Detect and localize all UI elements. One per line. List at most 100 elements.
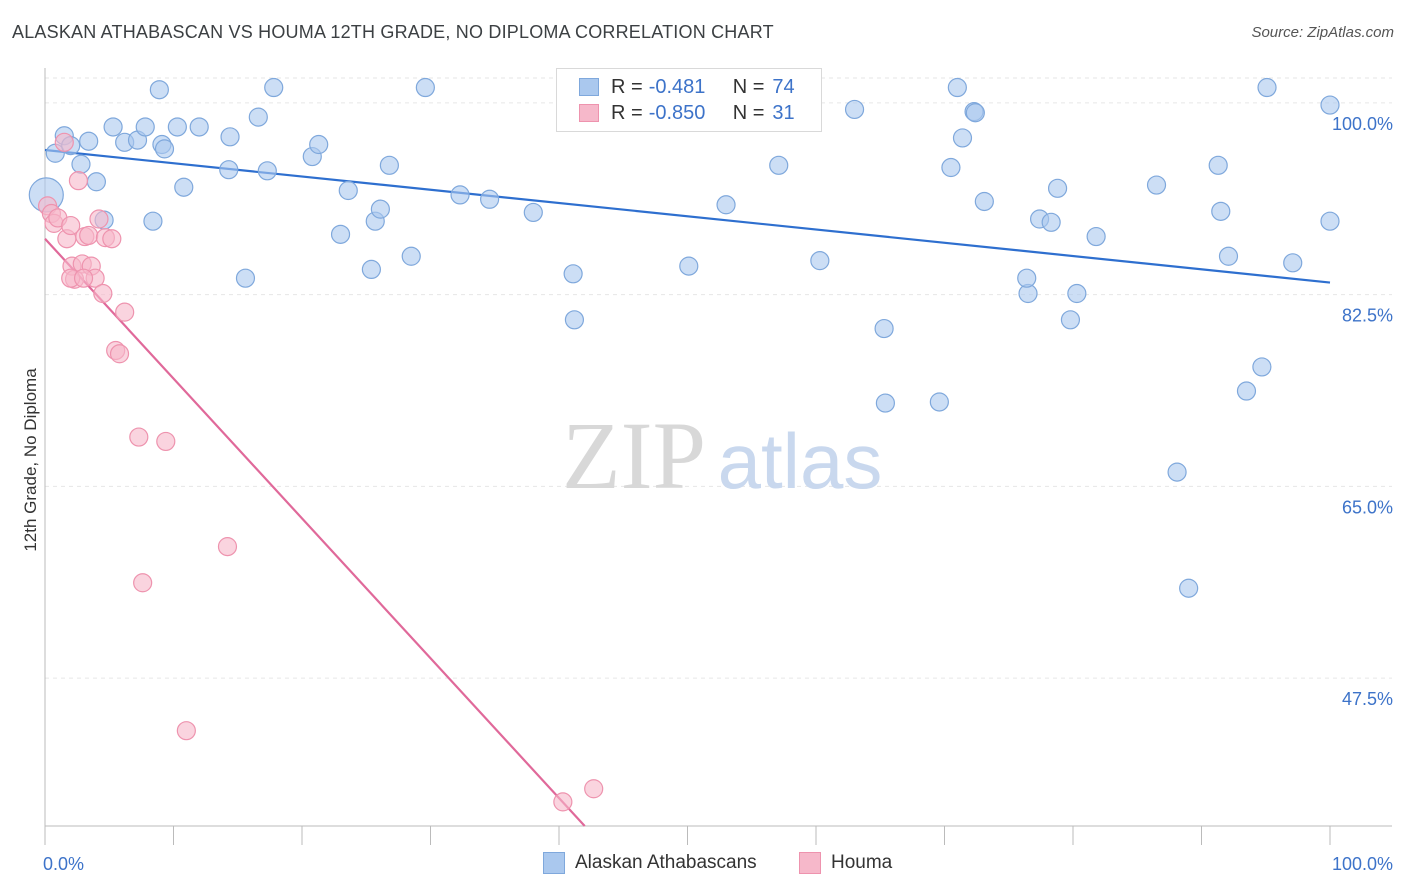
x-tick-label: 100.0% (1332, 854, 1393, 874)
data-points (28, 77, 1340, 812)
point-houma (553, 792, 573, 812)
y-tick-label: 65.0% (1342, 497, 1393, 517)
legend-r-value: -0.481 (648, 75, 706, 98)
point-athabascan (370, 199, 390, 219)
point-athabascan (769, 155, 789, 175)
point-houma (102, 229, 122, 249)
bottom-legend-label: Alaskan Athabascans (575, 852, 757, 873)
point-athabascan (941, 157, 961, 178)
point-athabascan (965, 103, 985, 123)
point-athabascan (338, 180, 358, 201)
point-athabascan (71, 154, 91, 174)
point-athabascan (844, 99, 865, 120)
point-athabascan (167, 117, 187, 137)
point-athabascan (1047, 178, 1068, 198)
point-athabascan (415, 77, 435, 98)
point-athabascan (1320, 95, 1340, 115)
watermark: ZIP atlas (562, 402, 882, 509)
point-houma (54, 132, 74, 152)
point-athabascan (361, 259, 381, 280)
point-athabascan (563, 264, 583, 284)
point-athabascan (974, 191, 994, 212)
point-houma (584, 779, 604, 799)
point-athabascan (1041, 212, 1061, 232)
point-houma (176, 721, 196, 741)
point-athabascan (875, 393, 895, 413)
point-athabascan (1017, 268, 1037, 288)
point-houma (115, 302, 135, 322)
legend-row-houma: R = -0.850 N = 31 (579, 100, 795, 126)
point-athabascan (149, 80, 169, 100)
point-houma (61, 215, 81, 236)
legend-n-value: 31 (772, 101, 795, 124)
point-houma (217, 537, 238, 557)
point-athabascan (1218, 246, 1239, 266)
point-athabascan (480, 189, 500, 209)
watermark-zip: ZIP (562, 402, 706, 509)
point-athabascan (143, 211, 163, 231)
legend-r-label: R = (611, 101, 643, 124)
point-athabascan (1179, 578, 1199, 598)
legend-r-value: -0.850 (648, 101, 706, 124)
point-athabascan (189, 117, 209, 137)
stats-legend: R = -0.481 N = 74 R = -0.850 N = 31 (556, 68, 822, 132)
point-houma (93, 283, 113, 304)
point-athabascan (1067, 283, 1087, 304)
point-athabascan (1252, 357, 1272, 377)
point-athabascan (330, 224, 351, 244)
point-houma (68, 171, 89, 191)
point-athabascan (1257, 77, 1277, 98)
legend-swatch-blue (579, 78, 599, 96)
legend-n-label: N = (732, 101, 765, 124)
point-athabascan (103, 117, 123, 137)
point-houma (109, 344, 130, 364)
point-athabascan (450, 185, 470, 205)
point-athabascan (929, 392, 949, 412)
point-athabascan (257, 161, 277, 181)
point-athabascan (1060, 310, 1081, 330)
chart-title: ALASKAN ATHABASCAN VS HOUMA 12TH GRADE, … (12, 22, 774, 42)
bottom-legend-swatch-blue (543, 852, 565, 874)
point-houma (156, 431, 176, 452)
point-houma (73, 268, 94, 288)
point-athabascan (716, 195, 736, 215)
legend-r-label: R = (611, 75, 643, 98)
point-athabascan (947, 77, 967, 98)
y-tick-label: 47.5% (1342, 689, 1393, 709)
point-athabascan (135, 117, 155, 137)
point-athabascan (810, 251, 830, 271)
trend-line-houma (44, 237, 586, 827)
legend-n-value: 74 (772, 75, 795, 98)
bottom-legend-athabascan: Alaskan Athabascans (543, 852, 757, 874)
source-credit: Source: ZipAtlas.com (1251, 24, 1394, 41)
point-athabascan (874, 318, 894, 339)
point-athabascan (1167, 462, 1187, 482)
y-tick-label: 100.0% (1332, 114, 1393, 134)
point-athabascan (309, 134, 329, 155)
point-athabascan (1211, 201, 1231, 221)
x-tick-labels: 0.0% 100.0% (43, 854, 1393, 874)
watermark-atlas: atlas (718, 417, 883, 505)
point-athabascan (154, 139, 175, 159)
point-athabascan (1320, 211, 1340, 231)
point-athabascan (219, 160, 239, 180)
y-axis-label: 12th Grade, No Diploma (21, 368, 40, 552)
y-tick-label: 82.5% (1342, 306, 1393, 326)
point-athabascan (86, 172, 107, 192)
legend-swatch-pink (579, 104, 599, 122)
point-athabascan (235, 268, 256, 288)
point-athabascan (1208, 155, 1228, 175)
point-athabascan (564, 310, 585, 330)
point-athabascan (264, 77, 284, 98)
point-athabascan (523, 202, 543, 223)
point-houma (89, 209, 109, 229)
point-houma (133, 573, 153, 593)
x-tick-label: 0.0% (43, 854, 84, 874)
point-houma (79, 225, 99, 246)
legend-row-athabascan: R = -0.481 N = 74 (579, 74, 795, 100)
point-athabascan (1236, 381, 1257, 401)
point-athabascan (679, 256, 699, 276)
bottom-legend-houma: Houma (799, 852, 892, 874)
point-houma (129, 427, 149, 447)
y-tick-labels: 100.0% 82.5% 65.0% 47.5% (1332, 114, 1393, 709)
